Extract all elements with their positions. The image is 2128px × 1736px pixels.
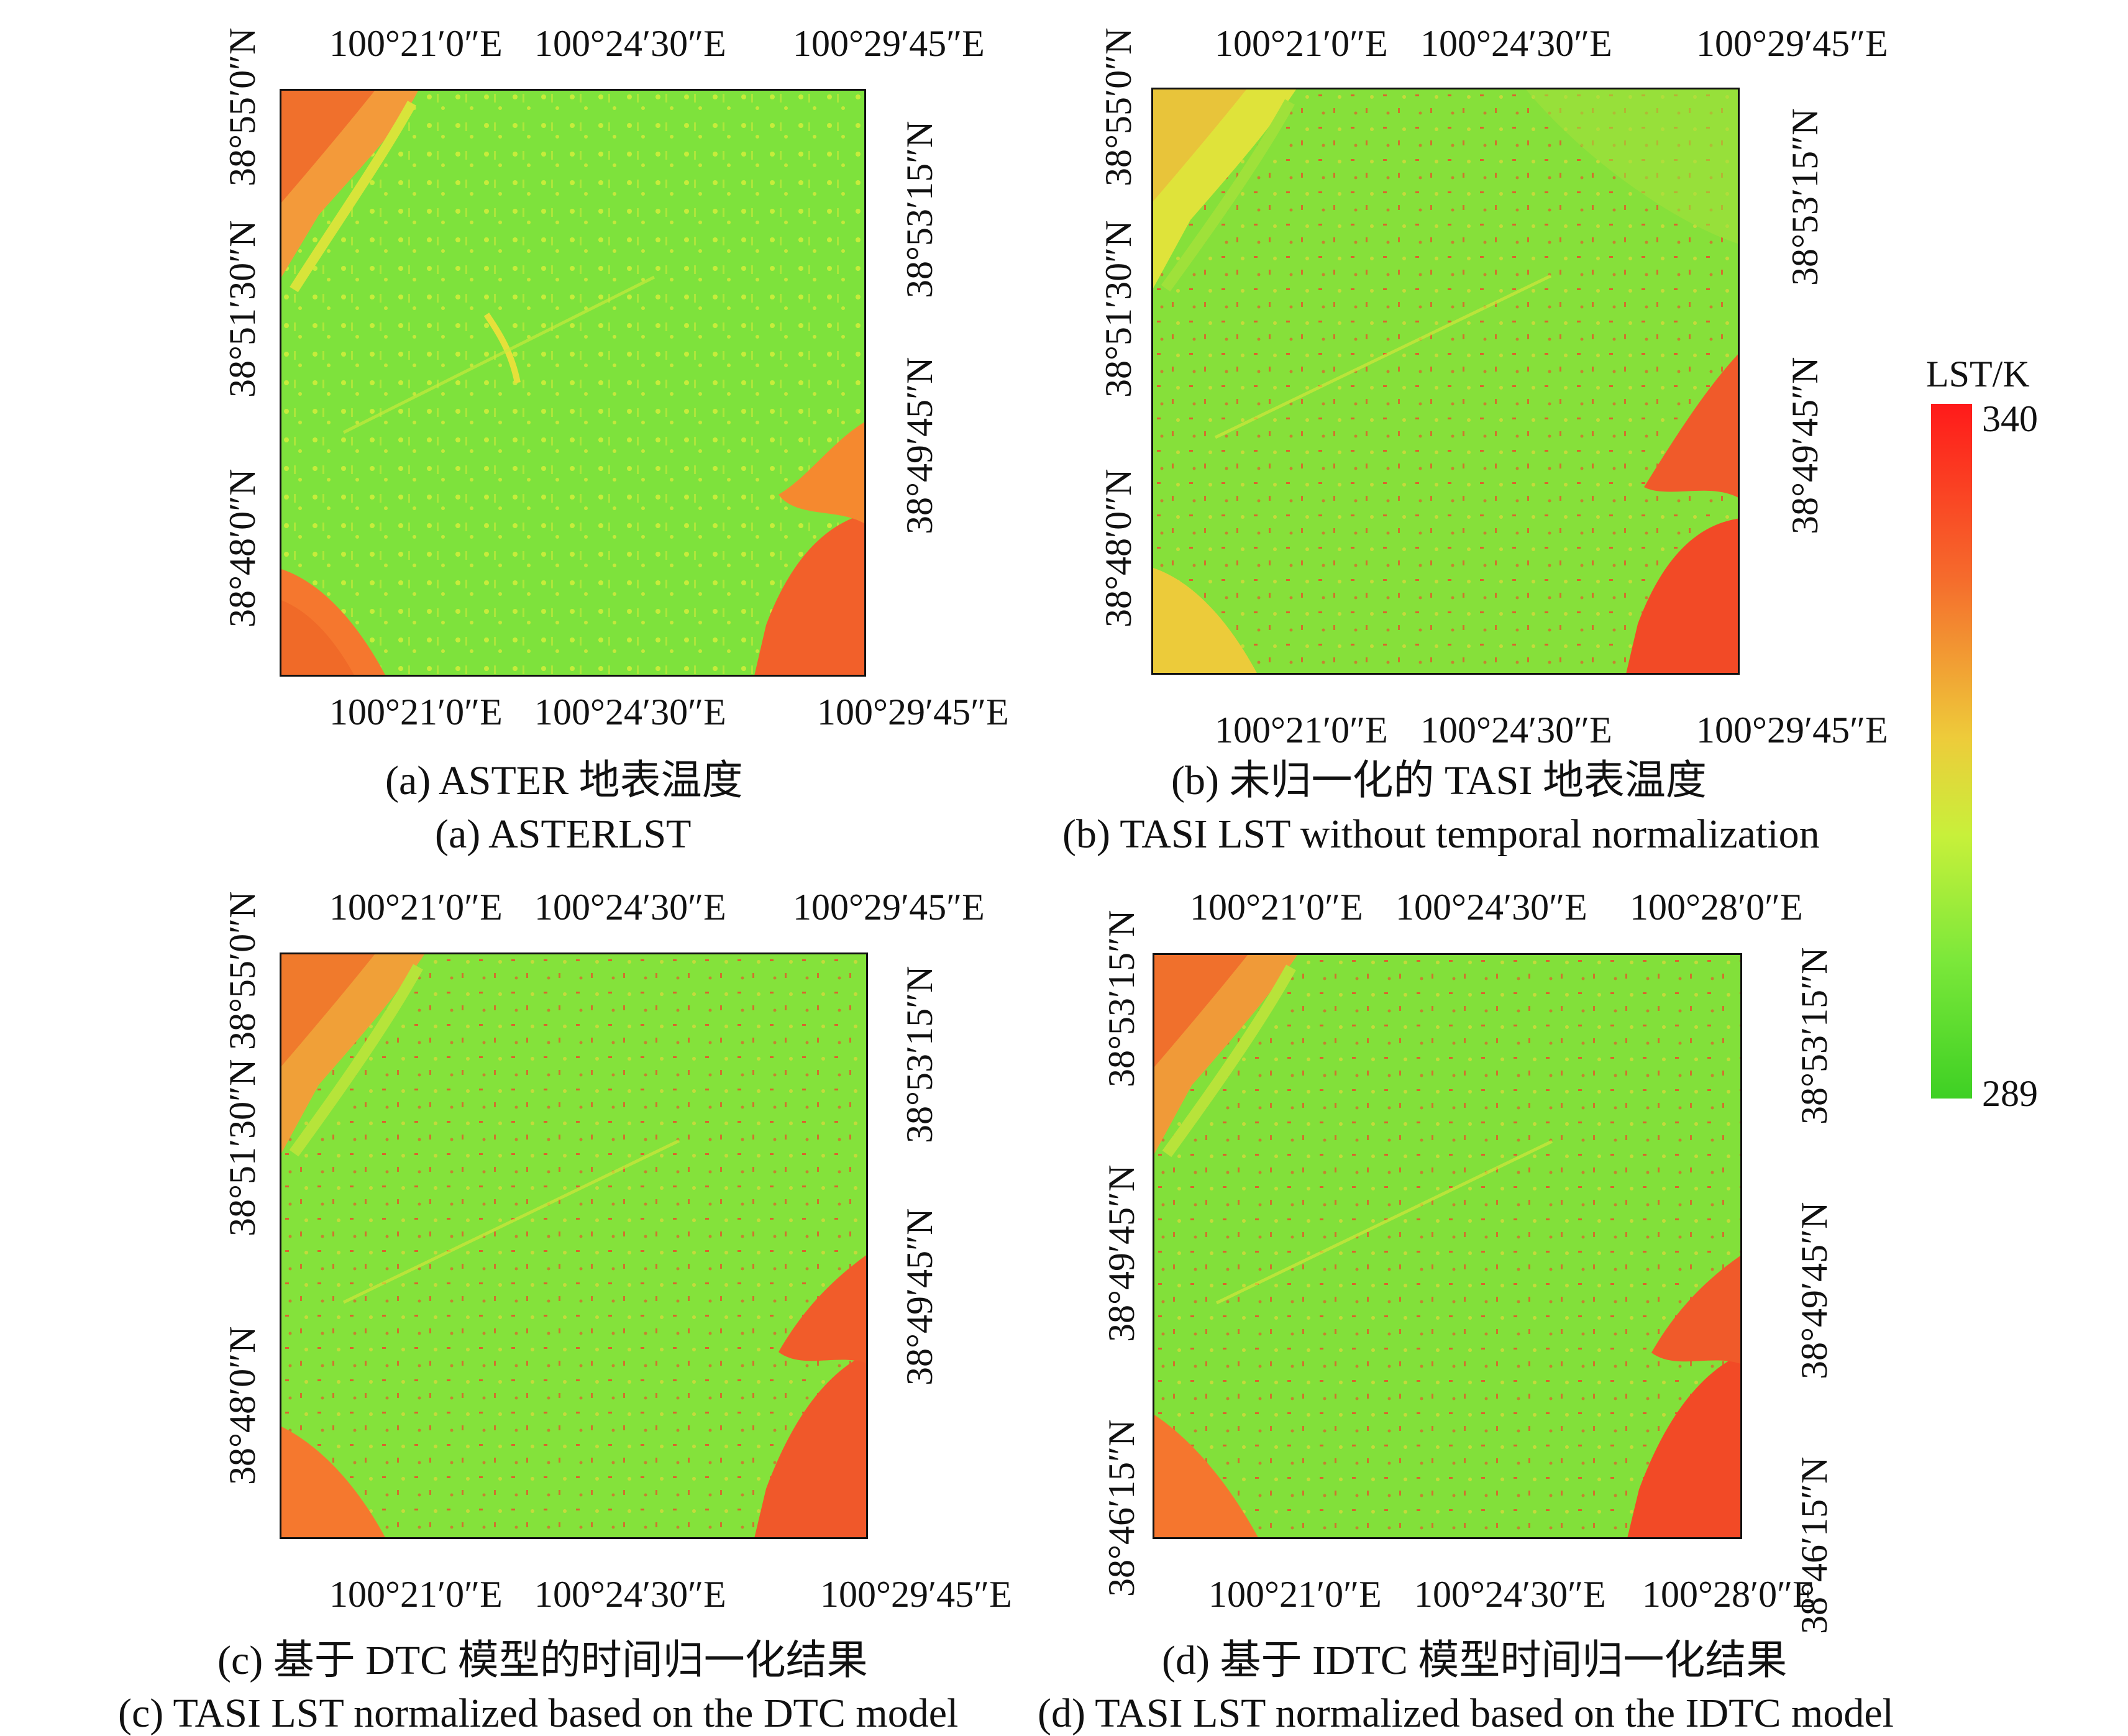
- lst-map-a: [280, 89, 866, 677]
- top-lon-label-3: 100°28′0″E: [1630, 887, 1803, 928]
- left-lat-label-3: 38°48′0″N: [222, 468, 263, 628]
- caption-en-d: (d) TASI LST normalized based on the IDT…: [1038, 1691, 1894, 1736]
- right-lat-label-1: 38°53′15″N: [1794, 947, 1835, 1125]
- bottom-lon-label-2: 100°24′30″E: [534, 1574, 726, 1615]
- left-lat-label-2: 38°49′45″N: [1101, 1164, 1142, 1342]
- top-lon-label-1: 100°21′0″E: [1215, 23, 1388, 64]
- colorbar-max-label: 340: [1982, 398, 2038, 439]
- lst-map-d: [1153, 953, 1742, 1539]
- panel-b: 100°21′0″E 100°24′30″E 100°29′45″E 38°55…: [1062, 0, 2013, 855]
- top-lon-label-2: 100°24′30″E: [534, 887, 726, 928]
- left-lat-label-3: 38°48′0″N: [222, 1326, 263, 1485]
- lst-map-b: [1151, 88, 1740, 675]
- caption-en-c: (c) TASI LST normalized based on the DTC…: [118, 1691, 959, 1736]
- lst-map-c: [280, 953, 868, 1539]
- top-lon-label-3: 100°29′45″E: [1696, 23, 1888, 64]
- right-lat-label-1: 38°53′15″N: [899, 966, 940, 1143]
- right-lat-label-2: 38°49′45″N: [899, 357, 940, 534]
- bottom-lon-label-1: 100°21′0″E: [329, 1574, 503, 1615]
- colorbar-min-label: 289: [1982, 1073, 2038, 1114]
- caption-cn-b: (b) 未归一化的 TASI 地表温度: [1171, 758, 1707, 803]
- left-lat-label-2: 38°51′30″N: [1098, 220, 1139, 398]
- top-lon-label-3: 100°29′45″E: [793, 23, 985, 64]
- top-lon-label-1: 100°21′0″E: [329, 23, 503, 64]
- panel-c: 100°21′0″E 100°24′30″E 100°29′45″E 38°55…: [118, 864, 1137, 1734]
- top-lon-label-1: 100°21′0″E: [329, 887, 503, 928]
- bottom-lon-label-2: 100°24′30″E: [534, 692, 726, 733]
- top-lon-label-2: 100°24′30″E: [534, 23, 726, 64]
- top-lon-label-1: 100°21′0″E: [1190, 887, 1363, 928]
- right-lat-label-2: 38°49′45″N: [899, 1208, 940, 1386]
- caption-cn-c: (c) 基于 DTC 模型的时间归一化结果: [217, 1638, 868, 1683]
- right-lat-label-2: 38°49′45″N: [1794, 1202, 1835, 1379]
- panel-d: 100°21′0″E 100°24′30″E 100°28′0″E 38°53′…: [1038, 864, 2013, 1734]
- bottom-lon-label-1: 100°21′0″E: [1208, 1574, 1382, 1615]
- colorbar-title: LST/K: [1926, 354, 2030, 395]
- caption-cn-d: (d) 基于 IDTC 模型时间归一化结果: [1162, 1638, 1788, 1683]
- left-lat-label-2: 38°51′30″N: [222, 1059, 263, 1236]
- bottom-lon-label-2: 100°24′30″E: [1414, 1574, 1606, 1615]
- colorbar: [1931, 404, 1972, 1099]
- caption-cn-a: (a) ASTER 地表温度: [385, 758, 743, 803]
- bottom-lon-label-1: 100°21′0″E: [329, 692, 503, 733]
- bottom-lon-label-3: 100°29′45″E: [820, 1574, 1012, 1615]
- top-lon-label-3: 100°29′45″E: [793, 887, 985, 928]
- bottom-lon-label-3: 100°28′0″E: [1642, 1574, 1815, 1615]
- left-lat-label-1: 38°55′0″N: [1098, 27, 1139, 186]
- top-lon-label-2: 100°24′30″E: [1395, 887, 1587, 928]
- bottom-lon-label-3: 100°29′45″E: [817, 692, 1009, 733]
- left-lat-label-3: 38°48′0″N: [1098, 468, 1139, 628]
- left-lat-label-1: 38°55′0″N: [222, 27, 263, 186]
- top-lon-label-2: 100°24′30″E: [1420, 23, 1612, 64]
- left-lat-label-2: 38°51′30″N: [222, 220, 263, 398]
- bottom-lon-label-1: 100°21′0″E: [1215, 710, 1388, 751]
- left-lat-label-3: 38°46′15″N: [1101, 1419, 1142, 1597]
- caption-en-b: (b) TASI LST without temporal normalizat…: [1062, 811, 1820, 857]
- caption-en-a: (a) ASTERLST: [435, 811, 692, 857]
- bottom-lon-label-2: 100°24′30″E: [1420, 710, 1612, 751]
- left-lat-label-1: 38°55′0″N: [222, 891, 263, 1050]
- right-lat-label-2: 38°49′45″N: [1784, 357, 1825, 534]
- panel-a: 100°21′0″E 100°24′30″E 100°29′45″E 38°55…: [205, 0, 1137, 855]
- left-lat-label-1: 38°53′15″N: [1101, 910, 1142, 1087]
- bottom-lon-label-3: 100°29′45″E: [1696, 710, 1888, 751]
- right-lat-label-1: 38°53′15″N: [1784, 108, 1825, 286]
- right-lat-label-1: 38°53′15″N: [899, 121, 940, 298]
